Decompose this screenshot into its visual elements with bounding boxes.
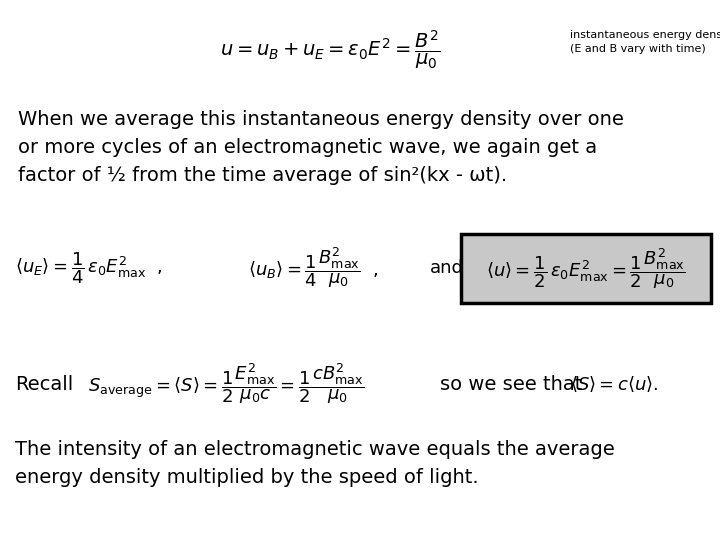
Text: Recall: Recall [15,375,73,394]
Text: The intensity of an electromagnetic wave equals the average
energy density multi: The intensity of an electromagnetic wave… [15,440,615,487]
FancyBboxPatch shape [461,234,711,303]
Text: $u = u_B + u_E = \varepsilon_0 E^2 = \dfrac{B^2}{\mu_0}$: $u = u_B + u_E = \varepsilon_0 E^2 = \df… [220,29,440,71]
Text: $\langle S\rangle = c\langle u\rangle.$: $\langle S\rangle = c\langle u\rangle.$ [570,374,659,394]
Text: and: and [430,259,464,277]
Text: When we average this instantaneous energy density over one
or more cycles of an : When we average this instantaneous energ… [18,110,624,185]
Text: so we see that: so we see that [440,375,582,394]
Text: $S_{\rm average} = \langle S\rangle = \dfrac{1}{2}\dfrac{E^2_{\rm max}}{\mu_0 c}: $S_{\rm average} = \langle S\rangle = \d… [88,362,364,407]
Text: $\langle u\rangle = \dfrac{1}{2}\,\varepsilon_0 E^2_{\rm max} = \dfrac{1}{2}\dfr: $\langle u\rangle = \dfrac{1}{2}\,\varep… [486,246,686,291]
Text: $\langle u_B\rangle = \dfrac{1}{4}\dfrac{B^2_{\rm max}}{\mu_0}$  ,: $\langle u_B\rangle = \dfrac{1}{4}\dfrac… [248,246,379,291]
Text: $\langle u_E\rangle = \dfrac{1}{4}\,\varepsilon_0 E^2_{\rm max}$  ,: $\langle u_E\rangle = \dfrac{1}{4}\,\var… [15,250,163,286]
Text: instantaneous energy densities
(E and B vary with time): instantaneous energy densities (E and B … [570,30,720,54]
